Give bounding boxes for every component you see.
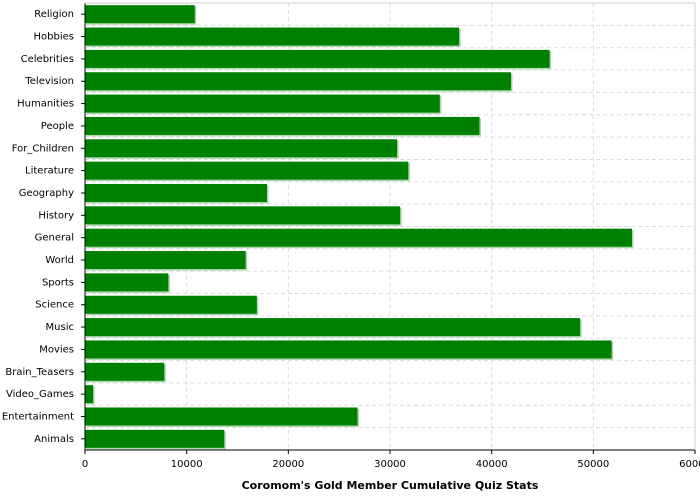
y-tick-label: For_Children [12, 143, 74, 154]
x-tick-label: 50000 [577, 459, 609, 470]
y-tick-label: World [45, 255, 74, 266]
x-tick-label: 10000 [171, 459, 203, 470]
y-tick-label: Celebrities [21, 54, 74, 65]
y-tick-label: Movies [39, 344, 74, 355]
bar [85, 116, 480, 135]
bar [85, 183, 267, 202]
bar [85, 340, 612, 359]
y-tick-label: Music [46, 322, 74, 333]
x-tick-label: 30000 [374, 459, 406, 470]
y-tick-label: Geography [19, 188, 74, 199]
x-tick-label: 0 [82, 459, 88, 470]
chart-title: Coromom's Gold Member Cumulative Quiz St… [242, 479, 539, 492]
bar [85, 429, 225, 448]
y-tick-label: Hobbies [34, 32, 74, 43]
bar [85, 385, 94, 404]
y-tick-label: Brain_Teasers [5, 367, 74, 378]
y-tick-label: Literature [25, 166, 74, 177]
bar [85, 228, 632, 247]
y-tick-label: Animals [34, 434, 74, 445]
y-tick-label: Sports [42, 277, 74, 288]
y-tick-label: People [41, 121, 74, 132]
bar [85, 27, 460, 46]
y-tick-label: Video_Games [6, 389, 74, 400]
bar [85, 251, 246, 270]
bar [85, 139, 398, 158]
y-tick-label: History [38, 210, 74, 221]
bar [85, 407, 358, 426]
y-tick-label: Science [35, 300, 74, 311]
bar [85, 161, 409, 180]
bar [85, 49, 550, 68]
y-tick-label: Religion [34, 9, 74, 20]
y-tick-label: Humanities [17, 99, 74, 110]
bar [85, 94, 440, 113]
y-tick-label: Television [24, 76, 74, 87]
x-tick-label: 20000 [272, 459, 304, 470]
x-tick-label: 60000 [679, 459, 700, 470]
y-tick-label: General [35, 233, 74, 244]
bar [85, 318, 581, 337]
bar [85, 72, 511, 91]
bar [85, 295, 257, 314]
x-tick-label: 40000 [476, 459, 508, 470]
bar [85, 273, 169, 292]
bar [85, 5, 195, 24]
y-tick-label: Entertainment [2, 411, 74, 422]
bar [85, 362, 165, 381]
bar [85, 206, 401, 225]
